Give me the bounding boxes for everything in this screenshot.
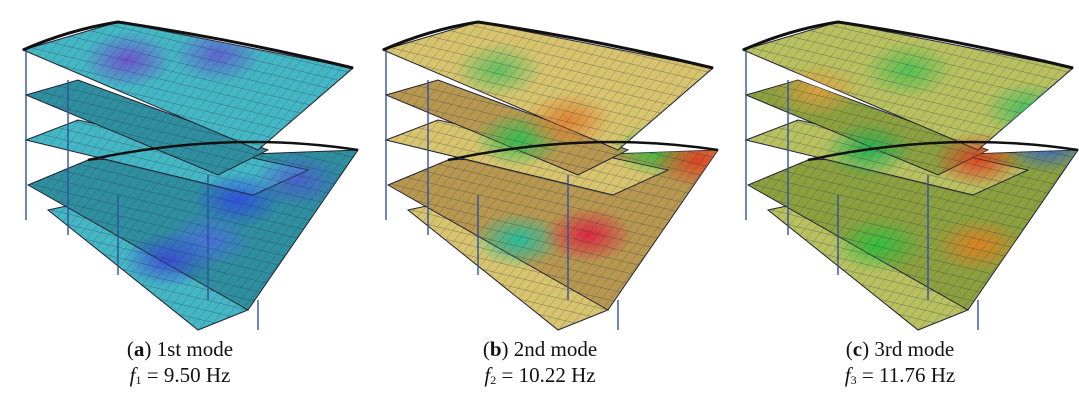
roof-edge (742, 20, 1074, 70)
caption: (a) 1st mode f1 = 9.50 Hz (0, 336, 360, 393)
caption-line: (a) 1st mode (0, 336, 360, 362)
roof-edge (807, 140, 1079, 162)
caption-text: ) 3rd mode (862, 337, 955, 361)
mesh (383, 22, 713, 150)
mode-shape (741, 20, 1079, 331)
paren: ( (482, 337, 490, 361)
mesh (746, 80, 988, 175)
caption-text: ) 1st mode (144, 337, 234, 361)
mesh (48, 195, 248, 330)
frequency-line: f1 = 9.50 Hz (0, 362, 360, 393)
panel-letter: b (489, 337, 502, 361)
paren: ( (845, 337, 853, 361)
mode-shape-figures (21, 20, 1079, 331)
mesh (23, 22, 353, 150)
mesh (28, 150, 358, 310)
frequency-symbol: f (484, 363, 491, 387)
roof-edge (22, 20, 354, 70)
frequency-subscript: 3 (850, 373, 857, 387)
frequency-subscript: 2 (490, 373, 497, 387)
frequency-symbol: f (844, 363, 851, 387)
caption: (b) 2nd mode f2 = 10.22 Hz (360, 336, 720, 393)
caption-text: ) 2nd mode (501, 337, 598, 361)
frequency-subscript: 1 (135, 373, 142, 387)
mesh (768, 195, 968, 330)
mesh (408, 195, 608, 330)
mesh (26, 80, 268, 175)
paren: ( (126, 337, 134, 361)
frequency-symbol: f (129, 363, 136, 387)
panel-letter: a (133, 337, 145, 361)
frequency-value: = 9.50 Hz (141, 363, 231, 387)
mode-shape (381, 20, 719, 331)
mesh (386, 80, 628, 175)
roof-edge (382, 20, 714, 70)
caption: (c) 3rd mode f3 = 11.76 Hz (720, 336, 1079, 393)
panel-letter: c (852, 337, 863, 361)
mesh (26, 120, 308, 195)
frequency-value: = 10.22 Hz (496, 363, 596, 387)
roof-edge (87, 140, 359, 162)
mode-shape (21, 20, 359, 331)
frequency-line: f2 = 10.22 Hz (360, 362, 720, 393)
mesh (388, 150, 718, 310)
mesh (748, 150, 1078, 310)
mesh (746, 120, 1028, 195)
caption-line: (b) 2nd mode (360, 336, 720, 362)
caption-line: (c) 3rd mode (720, 336, 1079, 362)
mesh (386, 120, 668, 195)
mesh (743, 22, 1073, 150)
frequency-line: f3 = 11.76 Hz (720, 362, 1079, 393)
frequency-value: = 11.76 Hz (856, 363, 956, 387)
roof-edge (447, 140, 719, 162)
